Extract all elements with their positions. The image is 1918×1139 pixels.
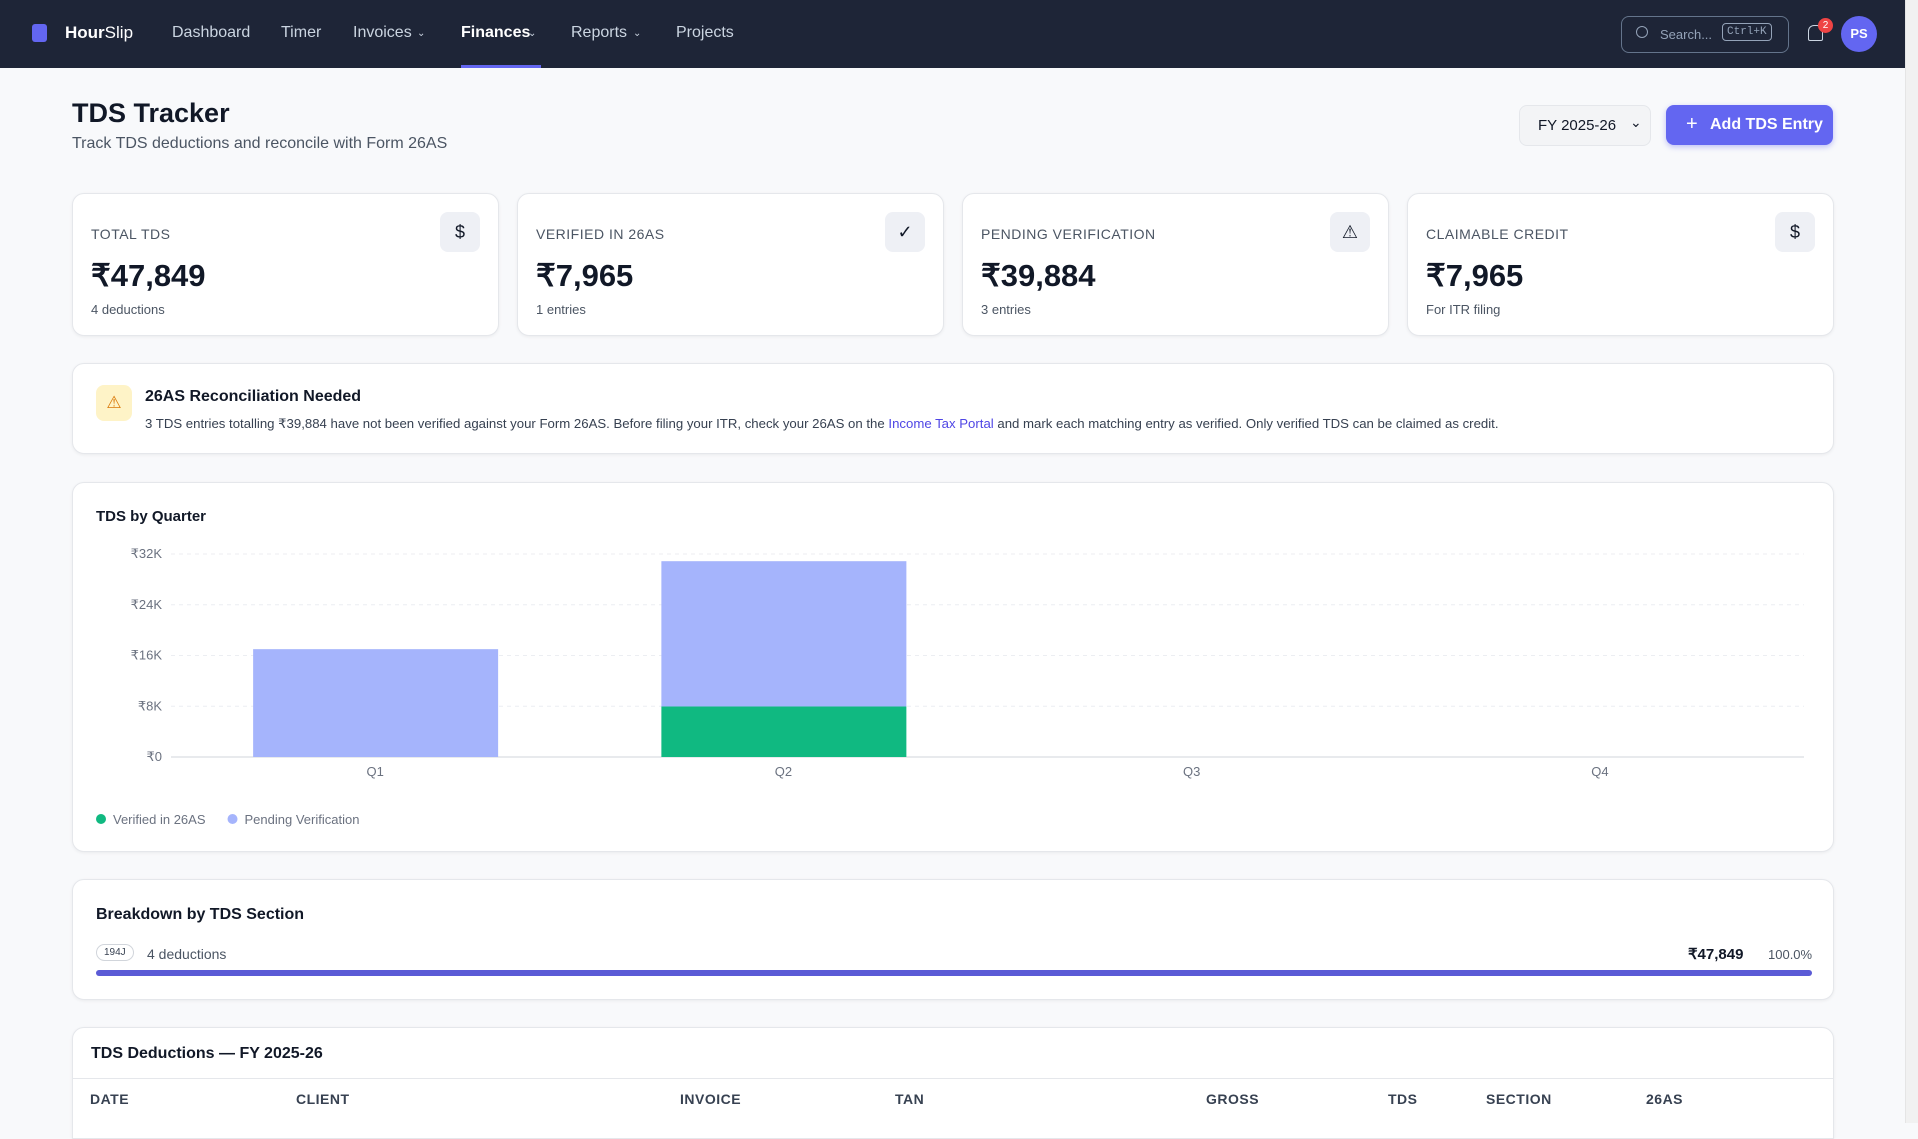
section-badge: 194J — [96, 944, 134, 961]
breakdown-card: Breakdown by TDS Section 194J 4 deductio… — [72, 879, 1834, 1000]
share-bar — [96, 970, 1812, 976]
x-tick-label: Q2 — [775, 764, 792, 779]
column-header: DATE — [90, 1091, 129, 1107]
bar-segment — [253, 649, 498, 757]
column-header: TDS — [1388, 1091, 1418, 1107]
y-tick-label: ₹24K — [131, 597, 163, 612]
x-tick-label: Q1 — [366, 764, 383, 779]
column-header: INVOICE — [680, 1091, 741, 1107]
legend-label: Verified in 26AS — [113, 812, 206, 827]
y-tick-label: ₹0 — [146, 749, 162, 764]
divider — [73, 1078, 1833, 1079]
section-amount: ₹47,849 — [1688, 945, 1743, 963]
table-card: TDS Deductions — FY 2025-26 — [72, 1027, 1834, 1139]
column-header: SECTION — [1486, 1091, 1552, 1107]
x-tick-label: Q4 — [1591, 764, 1608, 779]
column-header: 26AS — [1646, 1091, 1683, 1107]
legend-label: Pending Verification — [245, 812, 360, 827]
section-count: 4 deductions — [147, 946, 226, 962]
y-tick-label: ₹16K — [131, 648, 163, 663]
y-tick-label: ₹32K — [131, 546, 163, 561]
column-header: GROSS — [1206, 1091, 1259, 1107]
column-header: TAN — [895, 1091, 924, 1107]
share-track — [96, 970, 1812, 976]
breakdown-title: Breakdown by TDS Section — [96, 906, 304, 924]
bar-segment — [661, 561, 906, 706]
x-tick-label: Q3 — [1183, 764, 1200, 779]
legend-swatch — [96, 814, 106, 824]
bar-segment — [661, 706, 906, 757]
table-title: TDS Deductions — FY 2025-26 — [91, 1045, 323, 1063]
y-tick-label: ₹8K — [138, 698, 163, 713]
column-header: CLIENT — [296, 1091, 350, 1107]
section-share: 100.0% — [1768, 947, 1812, 962]
chart: ₹0 ₹8K ₹16K ₹24K ₹32K Q1 Q2 Q3 Q4 Verified in 26A… — [0, 0, 1905, 880]
scrollbar — [1905, 0, 1918, 1123]
legend-swatch — [228, 814, 238, 824]
